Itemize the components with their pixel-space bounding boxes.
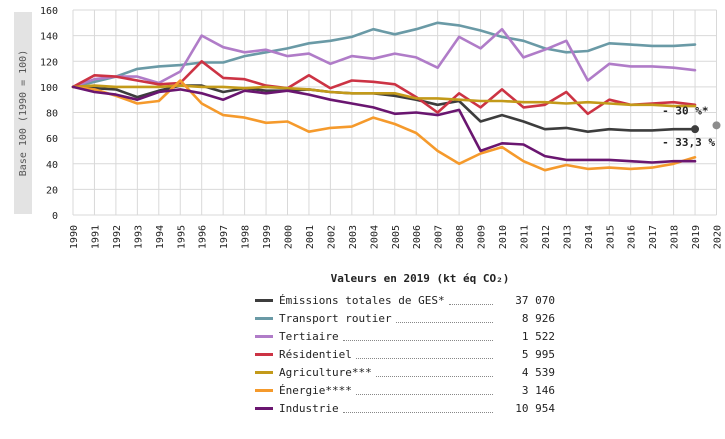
y-tick-label: 0 — [52, 211, 58, 222]
legend-label: Résidentiel — [279, 347, 352, 361]
x-tick-label: 1996 — [198, 225, 209, 249]
y-tick-label: 160 — [40, 6, 58, 17]
x-tick-label: 1998 — [241, 225, 252, 249]
legend-swatch — [255, 406, 273, 410]
y-axis-label-box — [14, 12, 32, 214]
y-tick-label: 140 — [40, 32, 58, 43]
legend-label: Émissions totales de GES* — [279, 293, 445, 307]
legend-item: Industrie 10 954 — [255, 399, 555, 417]
annotations: - 30 %* - 33,3 % — [662, 104, 721, 149]
legend-title: Valeurs en 2019 (kt éq CO₂) — [330, 272, 510, 285]
legend-swatch — [255, 316, 273, 320]
legend-value: 8 926 — [521, 311, 555, 325]
y-tick-label: 40 — [46, 160, 58, 171]
legend-value: 3 146 — [521, 383, 555, 397]
x-tick-label: 2008 — [455, 225, 466, 249]
x-tick-label: 2018 — [670, 225, 681, 249]
y-tick-label: 100 — [40, 83, 58, 94]
x-tick-label: 2007 — [434, 225, 445, 249]
x-tick-label: 2004 — [369, 225, 380, 249]
x-tick-label: 2015 — [605, 225, 616, 249]
annotation-2019: - 33,3 % — [662, 136, 715, 149]
legend-swatch — [255, 298, 273, 302]
y-axis-label: Base 100 (1990 = 100) — [18, 50, 29, 176]
legend-value: 1 522 — [521, 329, 555, 343]
legend-value: 10 954 — [515, 401, 555, 415]
legend: Valeurs en 2019 (kt éq CO₂) Émissions to… — [255, 272, 555, 417]
x-tick-label: 2006 — [412, 225, 423, 249]
y-tick-label: 80 — [46, 109, 58, 120]
x-tick-label: 1993 — [133, 225, 144, 249]
legend-label: Industrie — [279, 401, 339, 415]
x-tick-label: 2013 — [562, 225, 573, 249]
series-line — [71, 85, 697, 164]
x-tick-label: 1995 — [176, 225, 187, 249]
legend-swatch — [255, 334, 273, 338]
annotation-target-2020: - 30 %* — [662, 104, 708, 117]
legend-label: Agriculture*** — [279, 365, 372, 379]
legend-leader-dots — [342, 403, 493, 413]
legend-rows: Émissions totales de GES* 37 070 Transport… — [255, 291, 555, 417]
x-tick-label: 2016 — [627, 225, 638, 249]
chart-area: Base 100 (1990 = 100) 0 20 40 60 80 100 120 140… — [14, 6, 724, 249]
series-line — [71, 21, 697, 89]
x-tick-label: 2012 — [541, 225, 552, 249]
legend-item: Résidentiel 5 995 — [255, 345, 555, 363]
legend-value: 4 539 — [521, 365, 555, 379]
legend-swatch — [255, 370, 273, 374]
legend-item: Énergie**** 3 146 — [255, 381, 555, 399]
legend-item: Tertiaire 1 522 — [255, 327, 555, 345]
gridlines — [72, 9, 717, 216]
legend-leader-dots — [355, 349, 493, 359]
target-2020-marker — [712, 121, 721, 130]
legend-leader-dots — [448, 295, 493, 305]
legend-swatch — [255, 352, 273, 356]
x-tick-label: 2011 — [519, 225, 530, 249]
legend-leader-dots — [375, 367, 493, 377]
x-tick-label: 2001 — [305, 225, 316, 249]
series-line — [71, 79, 697, 172]
series-line — [71, 27, 697, 89]
legend-label: Énergie**** — [279, 383, 352, 397]
legend-value: 37 070 — [515, 293, 555, 307]
y-axis-ticks: 0 20 40 60 80 100 120 140 160 — [40, 6, 58, 222]
legend-item: Transport routier 8 926 — [255, 309, 555, 327]
x-tick-label: 2014 — [584, 225, 595, 249]
value-2019-marker — [691, 125, 700, 134]
legend-label: Tertiaire — [279, 329, 339, 343]
x-tick-label: 1992 — [112, 225, 123, 249]
legend-leader-dots — [342, 331, 493, 341]
series-lines — [71, 21, 697, 172]
y-tick-label: 20 — [46, 185, 58, 196]
legend-swatch — [255, 388, 273, 392]
legend-item: Agriculture*** 4 539 — [255, 363, 555, 381]
x-tick-label: 1999 — [262, 225, 273, 249]
x-tick-label: 2019 — [691, 225, 702, 249]
legend-label: Transport routier — [279, 311, 392, 325]
x-tick-label: 1991 — [90, 225, 101, 249]
x-tick-label: 1994 — [155, 225, 166, 249]
y-tick-label: 120 — [40, 57, 58, 68]
x-tick-label: 1997 — [219, 225, 230, 249]
legend-leader-dots — [355, 385, 493, 395]
x-tick-label: 2017 — [648, 225, 659, 249]
x-tick-label: 1990 — [69, 225, 80, 249]
x-tick-label: 2020 — [713, 225, 724, 249]
x-tick-label: 2005 — [391, 225, 402, 249]
series-line — [71, 84, 697, 108]
x-tick-label: 2000 — [284, 225, 295, 249]
legend-leader-dots — [395, 313, 493, 323]
x-tick-label: 2009 — [477, 225, 488, 249]
x-axis-ticks: 1990 1991 1992 1993 1994 1995 1996 1997 1998 1999… — [69, 225, 724, 249]
x-tick-label: 2002 — [326, 225, 337, 249]
x-tick-label: 2003 — [348, 225, 359, 249]
legend-value: 5 995 — [521, 347, 555, 361]
x-tick-label: 2010 — [498, 225, 509, 249]
legend-item: Émissions totales de GES* 37 070 — [255, 291, 555, 309]
y-tick-label: 60 — [46, 134, 58, 145]
